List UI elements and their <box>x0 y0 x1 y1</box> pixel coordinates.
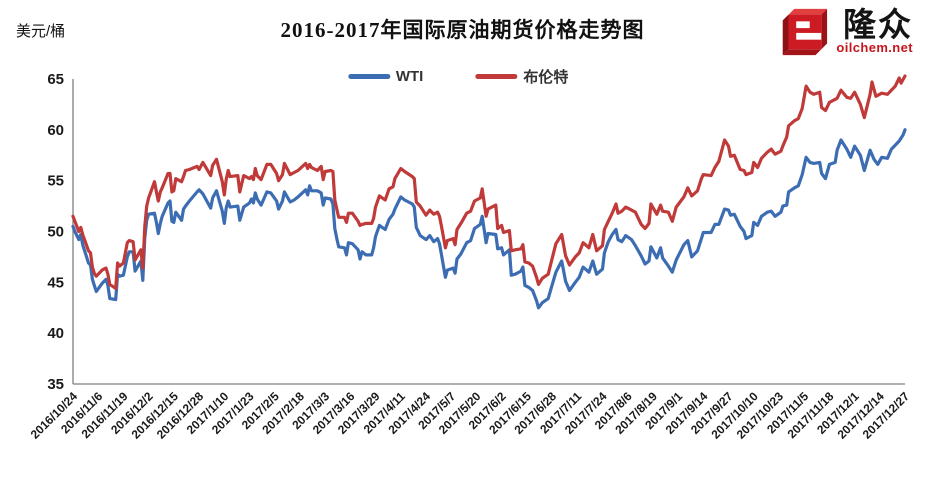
y-tick-label: 55 <box>47 173 64 190</box>
y-tick-label: 60 <box>47 122 64 139</box>
wti-line-swatch-icon <box>347 74 390 79</box>
y-tick-label: 40 <box>47 325 64 342</box>
brent-price-line <box>71 74 907 290</box>
y-tick-label: 65 <box>47 71 64 88</box>
page-title: 2016-2017年国际原油期货价格走势图 <box>280 18 645 42</box>
legend-label-wti: WTI <box>395 68 424 85</box>
legend-label-brent: 布伦特 <box>523 69 569 86</box>
y-axis-unit-label: 美元/桶 <box>16 23 66 40</box>
legend-item-wti: WTI <box>347 68 424 85</box>
legend-item-brent: 布伦特 <box>475 66 568 87</box>
logo-text-block: 隆众 oilchem.net <box>836 5 913 55</box>
logo-site-url: oilchem.net <box>836 39 913 55</box>
logo-cube-e-icon <box>783 8 828 56</box>
chart-legend: WTI 布伦特 <box>347 66 568 87</box>
y-tick-label: 35 <box>47 376 64 393</box>
y-tick-label: 45 <box>47 274 64 291</box>
oilchem-logo: 隆众 oilchem.net <box>775 6 913 56</box>
brent-line-swatch-icon <box>475 74 518 79</box>
y-tick-label: 50 <box>47 224 64 241</box>
logo-brand-name: 隆众 <box>843 5 913 43</box>
wti-price-line <box>71 128 907 310</box>
